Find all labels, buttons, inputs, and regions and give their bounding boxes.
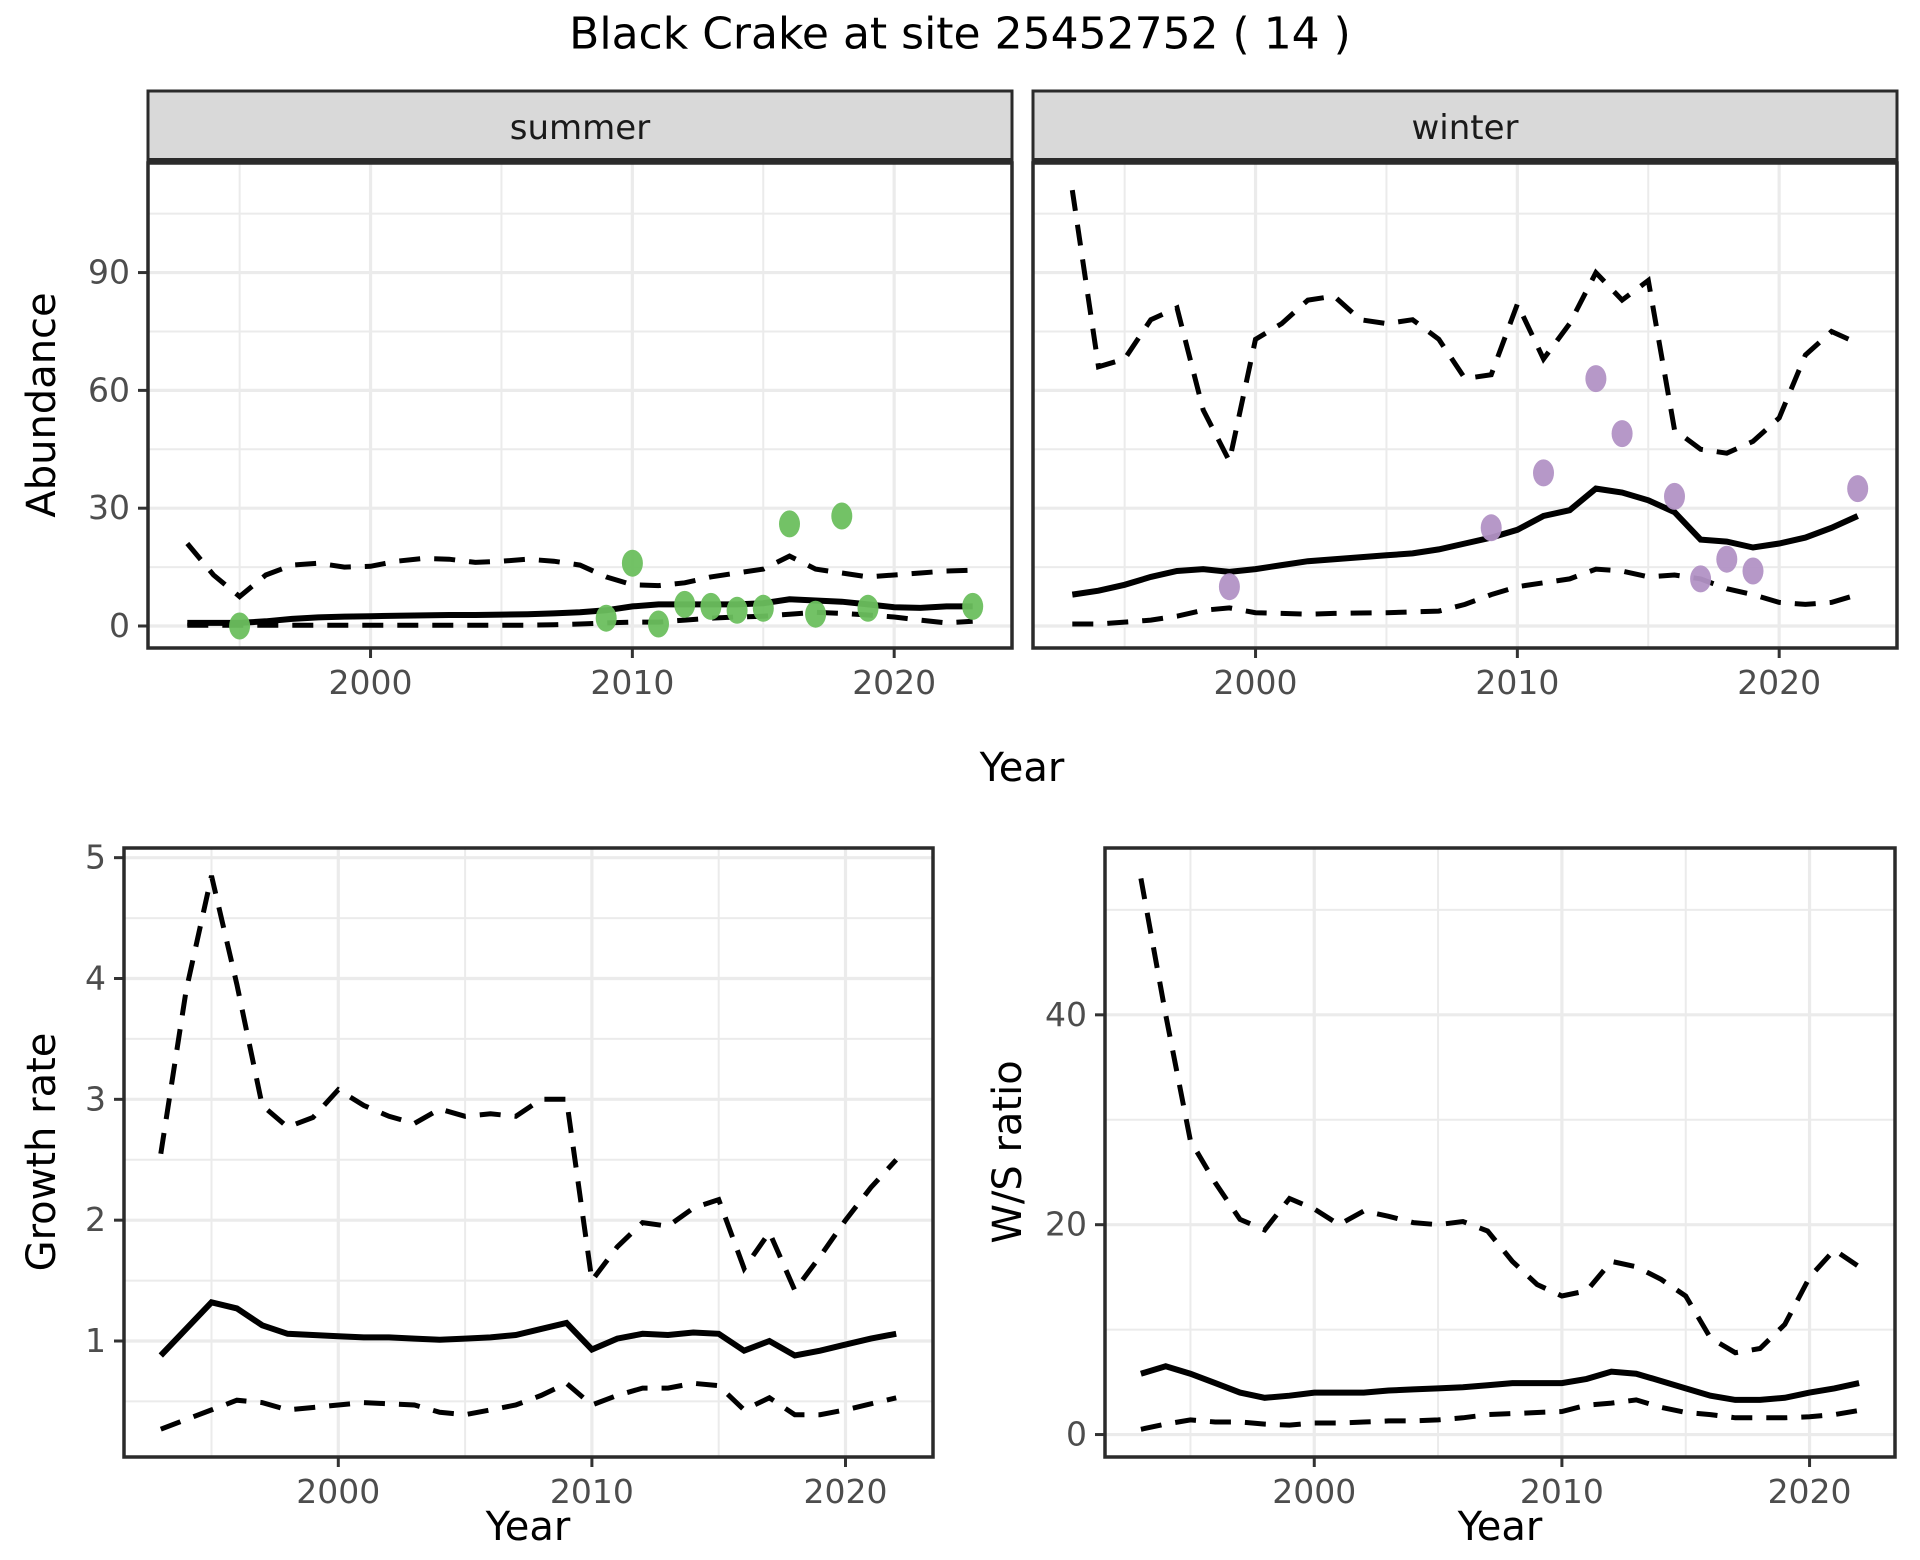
series-group bbox=[1138, 877, 1861, 1432]
data-point bbox=[229, 612, 251, 640]
data-point bbox=[1480, 514, 1502, 542]
y-tick-label: 40 bbox=[1045, 995, 1087, 1034]
panel-background bbox=[1105, 848, 1895, 1457]
data-point bbox=[752, 594, 774, 622]
x-tick-label: 2010 bbox=[1520, 1472, 1604, 1511]
x-tick-label: 2020 bbox=[1737, 663, 1821, 702]
growth-rate-lower-credible-line bbox=[159, 1380, 897, 1432]
y-tick-label: 0 bbox=[1066, 1415, 1087, 1454]
abundance-winter-upper-credible-line bbox=[1069, 189, 1859, 469]
x-tick-label: 2000 bbox=[329, 663, 413, 702]
data-point bbox=[857, 594, 879, 622]
data-point bbox=[805, 600, 827, 628]
abundance-summer-upper-credible-line bbox=[185, 541, 973, 600]
growth-rate-upper-credible-line bbox=[158, 875, 899, 1296]
panel-ws-ratio: 2000 2010 2020 0 20 40 bbox=[1045, 846, 1897, 1511]
observed-counts-summer bbox=[229, 502, 984, 640]
data-point bbox=[674, 590, 696, 618]
data-point bbox=[1664, 482, 1685, 510]
plot-title: Black Crake at site 25452752 ( 14 ) bbox=[569, 8, 1351, 60]
data-point bbox=[1847, 475, 1869, 503]
panel-border bbox=[122, 846, 935, 1459]
data-point bbox=[648, 610, 669, 638]
y-tick-label: 4 bbox=[85, 959, 106, 998]
x-tick-label: 2020 bbox=[1768, 1472, 1852, 1511]
y-axis-title-abundance: Abundance bbox=[19, 292, 65, 518]
observed-counts-winter bbox=[1218, 365, 1869, 601]
facet-strip bbox=[146, 89, 1014, 165]
x-axis-title-year-top: Year bbox=[979, 745, 1065, 791]
panel-background bbox=[124, 848, 933, 1457]
x-tick-label: 2010 bbox=[550, 1472, 634, 1511]
data-point bbox=[700, 592, 722, 620]
abundance-winter-median-line bbox=[1071, 485, 1859, 598]
data-point bbox=[1533, 459, 1554, 487]
data-point bbox=[595, 604, 617, 632]
x-axis-title-year-bottom-right: Year bbox=[1457, 1504, 1543, 1550]
data-point bbox=[962, 592, 984, 620]
y-tick-label: 20 bbox=[1045, 1205, 1087, 1244]
abundance-winter-lower-credible-line bbox=[1072, 566, 1859, 627]
x-axis-title-year-bottom-left: Year bbox=[485, 1504, 571, 1550]
data-point bbox=[1742, 557, 1764, 585]
x-tick-label: 2000 bbox=[296, 1472, 380, 1511]
y-tick-label: 2 bbox=[85, 1200, 106, 1239]
series-group bbox=[158, 875, 899, 1432]
facet-strip bbox=[1031, 89, 1899, 165]
series-group bbox=[1069, 189, 1869, 627]
series-group bbox=[185, 502, 984, 640]
abundance-summer-lower-credible-line bbox=[187, 609, 973, 628]
data-point bbox=[1218, 573, 1240, 601]
panel-growth-rate: 2000 2010 2020 1 2 3 4 5 bbox=[85, 838, 935, 1511]
y-axis-title-growth-rate: Growth rate bbox=[19, 1032, 65, 1272]
x-tick-label: 2000 bbox=[1272, 1472, 1356, 1511]
data-point bbox=[779, 510, 800, 538]
y-tick-label: 3 bbox=[85, 1079, 106, 1118]
facet-label-winter: winter bbox=[1411, 108, 1519, 148]
y-tick-label: 90 bbox=[88, 253, 130, 292]
y-axis-title-ws-ratio: W/S ratio bbox=[985, 1060, 1031, 1244]
panel-abundance-winter: 2000 2010 2020 bbox=[1031, 89, 1899, 702]
data-point bbox=[1611, 420, 1633, 448]
x-tick-label: 2020 bbox=[804, 1472, 888, 1511]
facet-label-summer: summer bbox=[509, 108, 651, 148]
panel-abundance-summer: 2000 2010 2020 0 30 60 90 bbox=[88, 89, 1014, 702]
data-point bbox=[831, 502, 853, 530]
data-point bbox=[621, 549, 643, 577]
panel-border bbox=[1103, 846, 1897, 1459]
y-tick-label: 60 bbox=[88, 370, 130, 409]
ws-ratio-median-line bbox=[1140, 1363, 1860, 1403]
x-tick-label: 2020 bbox=[852, 663, 936, 702]
y-tick-label: 30 bbox=[88, 488, 130, 527]
x-tick-label: 2000 bbox=[1214, 663, 1298, 702]
x-tick-label: 2010 bbox=[590, 663, 674, 702]
x-tick-label: 2010 bbox=[1475, 663, 1559, 702]
data-point bbox=[1716, 545, 1738, 573]
y-tick-label: 0 bbox=[109, 606, 130, 645]
growth-rate-median-line bbox=[158, 1298, 897, 1359]
data-point bbox=[726, 596, 748, 624]
ws-ratio-lower-credible-line bbox=[1140, 1397, 1860, 1432]
data-point bbox=[1690, 565, 1712, 593]
y-tick-label: 5 bbox=[85, 838, 106, 877]
data-point bbox=[1585, 365, 1607, 393]
y-tick-label: 1 bbox=[85, 1321, 106, 1360]
abundance-summer-median-line bbox=[187, 596, 973, 626]
